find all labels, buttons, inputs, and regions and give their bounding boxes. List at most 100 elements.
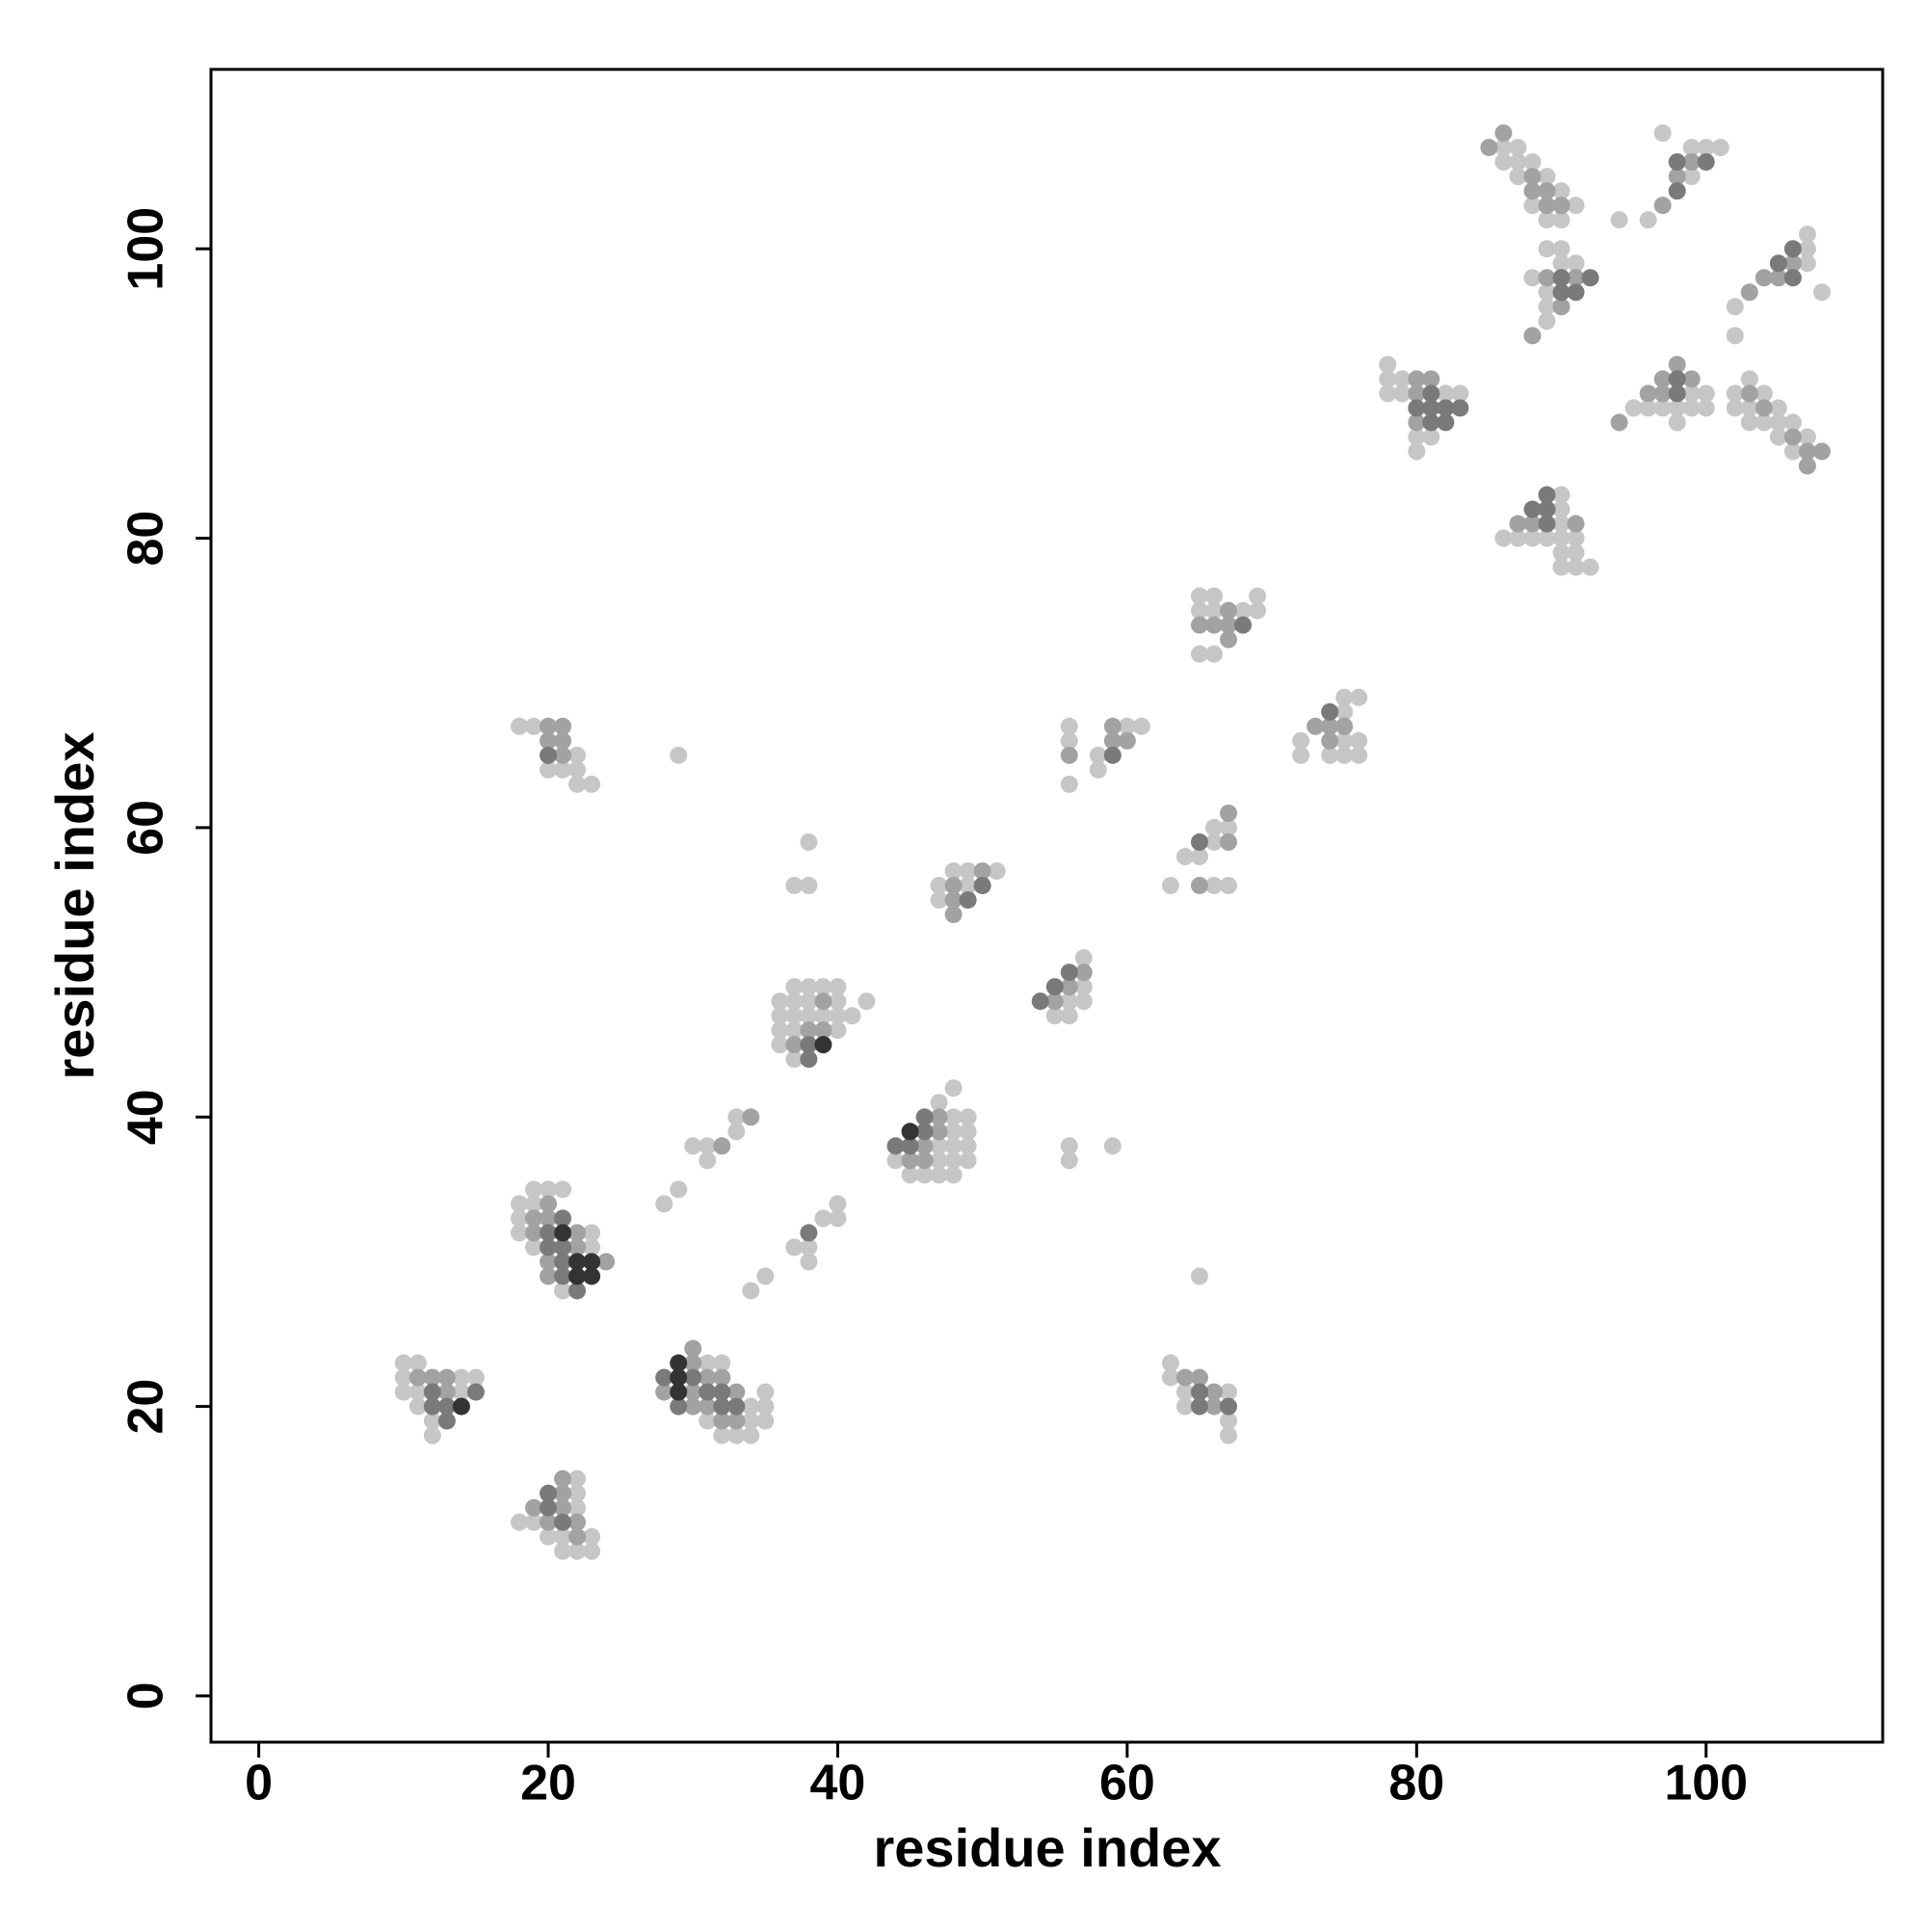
contact-point: [540, 1195, 558, 1213]
contact-point: [1567, 558, 1585, 576]
contact-point: [1205, 645, 1223, 663]
contact-point: [1074, 978, 1093, 996]
contact-point: [800, 833, 818, 851]
contact-point: [1118, 731, 1136, 750]
contact-point: [699, 1412, 717, 1430]
contact-point: [670, 1354, 688, 1372]
contact-point: [1755, 413, 1773, 432]
contact-point: [568, 1484, 587, 1502]
y-tick-label: 80: [119, 511, 174, 567]
contact-point: [540, 1224, 558, 1242]
contact-point: [1408, 399, 1426, 417]
x-tick-label: 80: [1388, 1756, 1444, 1812]
contact-point: [1175, 847, 1194, 865]
contact-point: [524, 717, 542, 735]
contact-point: [437, 1383, 456, 1401]
contact-point: [1161, 1354, 1179, 1372]
contact-point: [1190, 833, 1208, 851]
contact-point: [568, 1267, 587, 1285]
contact-point: [1118, 717, 1136, 735]
contact-point: [771, 1021, 789, 1040]
contact-point: [713, 1368, 731, 1387]
contact-point: [554, 1469, 572, 1488]
contact-point: [1538, 211, 1556, 229]
contact-point: [1190, 616, 1208, 634]
contact-point: [1653, 384, 1672, 403]
contact-point: [1379, 370, 1397, 388]
contact-point: [554, 1209, 572, 1228]
contact-point: [524, 1513, 542, 1531]
contact-point: [423, 1397, 441, 1416]
x-tick-label: 0: [245, 1756, 273, 1812]
contact-point: [540, 760, 558, 779]
contact-point: [655, 1383, 673, 1401]
contact-point: [930, 876, 948, 894]
contact-point: [1205, 1383, 1223, 1401]
contact-point: [1668, 182, 1686, 200]
contact-point: [1220, 616, 1238, 634]
contact-point: [540, 1180, 558, 1199]
contact-point: [1205, 601, 1223, 620]
contact-point: [1321, 731, 1339, 750]
contact-point: [1335, 746, 1354, 764]
contact-point: [684, 1383, 702, 1401]
contact-point: [1205, 876, 1223, 894]
contact-point: [930, 1151, 948, 1170]
contact-point: [915, 1137, 934, 1155]
contact-point: [1451, 384, 1469, 403]
contact-point: [1292, 731, 1310, 750]
contact-point: [785, 1036, 804, 1054]
contact-point: [1220, 1383, 1238, 1401]
contact-point: [814, 1021, 832, 1040]
contact-point: [1190, 587, 1208, 605]
contact-point: [742, 1397, 760, 1416]
contact-point: [1798, 225, 1816, 244]
contact-point: [1220, 876, 1238, 894]
contact-point: [554, 1542, 572, 1560]
contact-point: [756, 1412, 775, 1430]
contact-point: [1437, 413, 1455, 432]
contact-point: [1769, 399, 1787, 417]
contact-point: [1321, 702, 1339, 721]
contact-point: [1175, 1397, 1194, 1416]
contact-point: [1494, 139, 1513, 157]
contact-point: [1422, 428, 1440, 446]
contact-point: [1798, 442, 1816, 461]
contact-point: [988, 861, 1006, 880]
contact-point: [394, 1383, 412, 1401]
contact-point: [1740, 413, 1758, 432]
contact-point: [1249, 601, 1267, 620]
contact-point: [1812, 283, 1831, 302]
contact-point: [583, 775, 601, 793]
contact-point: [930, 1108, 948, 1126]
contact-point: [1755, 384, 1773, 403]
contact-point: [568, 1513, 587, 1531]
contact-point: [1220, 601, 1238, 620]
contact-point: [583, 1224, 601, 1242]
contact-point: [409, 1397, 427, 1416]
contact-point: [814, 1007, 832, 1025]
contact-point: [670, 1180, 688, 1199]
contact-point: [409, 1368, 427, 1387]
contact-point: [1697, 399, 1715, 417]
contact-point: [540, 1527, 558, 1546]
contact-point: [1249, 587, 1267, 605]
contact-point: [466, 1383, 485, 1401]
contact-point: [959, 876, 977, 894]
contact-point: [1538, 486, 1556, 504]
contact-point: [915, 1123, 934, 1141]
contact-point: [699, 1354, 717, 1372]
contact-point: [1494, 124, 1513, 143]
contact-point: [1103, 746, 1122, 764]
contact-point: [540, 717, 558, 735]
y-tick-label: 60: [119, 800, 174, 856]
contact-point: [959, 1151, 977, 1170]
contact-point: [540, 1253, 558, 1271]
contact-point: [1581, 558, 1599, 576]
contact-point: [785, 1050, 804, 1069]
contact-point: [1740, 283, 1758, 302]
contact-point: [1335, 702, 1354, 721]
contact-point: [423, 1426, 441, 1444]
contact-point: [1190, 876, 1208, 894]
contact-point: [1798, 428, 1816, 446]
